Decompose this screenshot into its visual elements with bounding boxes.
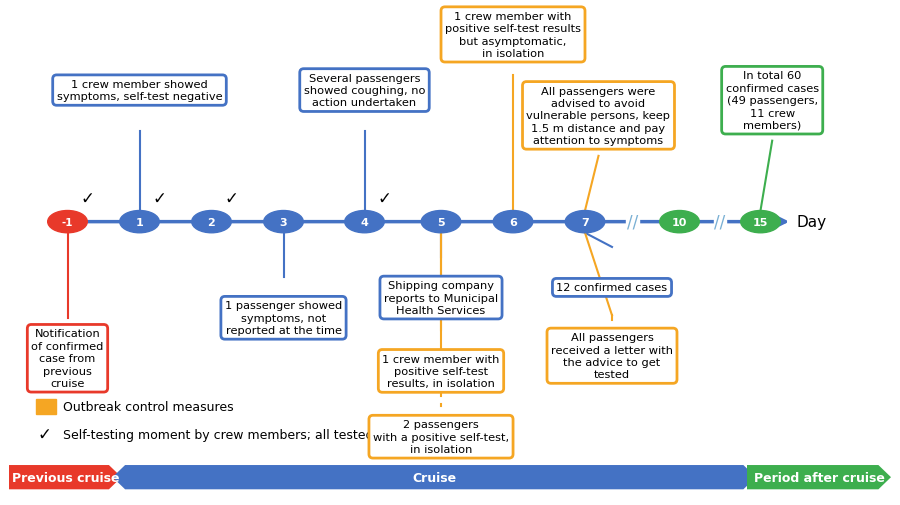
Text: //: // [715, 213, 725, 231]
Text: All passengers were
advised to avoid
vulnerable persons, keep
1.5 m distance and: All passengers were advised to avoid vul… [526, 86, 670, 146]
Text: ✓: ✓ [80, 189, 94, 207]
Circle shape [660, 211, 699, 233]
Circle shape [192, 211, 231, 233]
Text: 1 crew member with
positive self-test results
but asymptomatic,
in isolation: 1 crew member with positive self-test re… [445, 12, 581, 59]
Polygon shape [112, 465, 756, 489]
FancyBboxPatch shape [36, 399, 56, 414]
Text: Previous cruise: Previous cruise [12, 471, 119, 484]
Text: 1 passenger showed
symptoms, not
reported at the time: 1 passenger showed symptoms, not reporte… [225, 301, 342, 335]
Text: 1 crew member showed
symptoms, self-test negative: 1 crew member showed symptoms, self-test… [57, 80, 222, 102]
Text: Outbreak control measures: Outbreak control measures [63, 400, 234, 413]
Text: 12 confirmed cases: 12 confirmed cases [556, 283, 668, 293]
Text: ✓: ✓ [377, 189, 392, 207]
Text: Day: Day [796, 215, 826, 230]
Circle shape [421, 211, 461, 233]
Text: 15: 15 [752, 217, 769, 227]
Text: Period after cruise: Period after cruise [753, 471, 885, 484]
Text: Shipping company
reports to Municipal
Health Services: Shipping company reports to Municipal He… [384, 281, 498, 315]
Text: 2 passengers
with a positive self-test,
in isolation: 2 passengers with a positive self-test, … [373, 420, 509, 454]
Circle shape [264, 211, 303, 233]
Text: 10: 10 [671, 217, 688, 227]
Text: 2: 2 [208, 217, 215, 227]
Text: All passengers
received a letter with
the advice to get
tested: All passengers received a letter with th… [551, 332, 673, 380]
Circle shape [345, 211, 384, 233]
Text: Notification
of confirmed
case from
previous
cruise: Notification of confirmed case from prev… [32, 329, 104, 388]
Text: -1: -1 [62, 217, 73, 227]
Text: Cruise: Cruise [412, 471, 456, 484]
Circle shape [493, 211, 533, 233]
Text: 1 crew member with
positive self-test
results, in isolation: 1 crew member with positive self-test re… [382, 354, 500, 388]
Text: 1: 1 [136, 217, 143, 227]
Text: ✓: ✓ [38, 425, 51, 443]
Circle shape [565, 211, 605, 233]
Circle shape [48, 211, 87, 233]
Circle shape [120, 211, 159, 233]
Text: In total 60
confirmed cases
(49 passengers,
11 crew
members): In total 60 confirmed cases (49 passenge… [725, 71, 819, 131]
Text: Several passengers
showed coughing, no
action undertaken: Several passengers showed coughing, no a… [304, 74, 425, 108]
Text: 7: 7 [581, 217, 589, 227]
Polygon shape [9, 465, 122, 489]
Text: 6: 6 [509, 217, 517, 227]
Text: //: // [627, 213, 638, 231]
Text: 5: 5 [437, 217, 445, 227]
Text: ✓: ✓ [224, 189, 238, 207]
Text: 4: 4 [361, 217, 368, 227]
Text: Self-testing moment by crew members; all tested negative: Self-testing moment by crew members; all… [63, 428, 432, 441]
Text: 3: 3 [280, 217, 287, 227]
Circle shape [741, 211, 780, 233]
Text: ✓: ✓ [152, 189, 166, 207]
Polygon shape [747, 465, 891, 489]
